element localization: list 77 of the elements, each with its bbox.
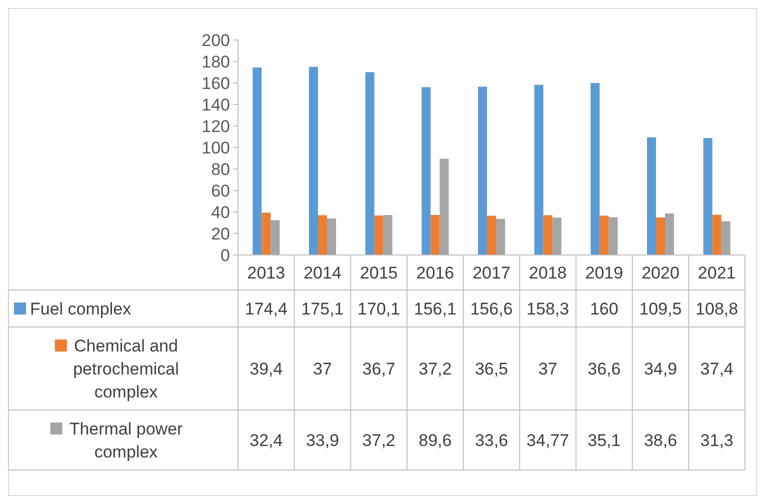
y-tick-label: 20 bbox=[211, 224, 230, 244]
bar bbox=[590, 83, 600, 255]
y-tick-label: 80 bbox=[211, 160, 230, 179]
data-label: 31,3 bbox=[700, 430, 734, 450]
data-label: 89,6 bbox=[418, 430, 452, 450]
data-label: 35,1 bbox=[588, 430, 621, 450]
data-label: 37 bbox=[313, 359, 332, 378]
y-tick-label: 200 bbox=[202, 30, 230, 50]
data-label: 39,4 bbox=[250, 359, 283, 378]
data-label: 33,9 bbox=[306, 430, 340, 450]
data-label: 37,2 bbox=[418, 359, 452, 378]
bar bbox=[552, 218, 562, 255]
bar bbox=[703, 138, 712, 255]
y-tick-label: 100 bbox=[202, 138, 230, 158]
data-label: 34,9 bbox=[644, 359, 678, 378]
bar bbox=[252, 68, 262, 255]
bar bbox=[365, 72, 374, 255]
bar bbox=[318, 215, 328, 255]
bar bbox=[712, 214, 722, 255]
y-tick-label: 160 bbox=[202, 74, 230, 93]
bar bbox=[374, 216, 384, 255]
y-tick-label: 140 bbox=[202, 95, 230, 114]
bar bbox=[422, 87, 431, 255]
data-label: 175,1 bbox=[301, 299, 344, 318]
data-label: 37,2 bbox=[362, 430, 396, 450]
x-tick-label: 2019 bbox=[585, 263, 624, 282]
data-label: 34,77 bbox=[526, 430, 570, 450]
bar bbox=[534, 84, 544, 255]
bar bbox=[721, 221, 730, 255]
bar bbox=[327, 218, 336, 255]
y-tick-label: 180 bbox=[202, 52, 230, 72]
x-tick-label: 2018 bbox=[528, 263, 567, 282]
legend-label: Fuel complex bbox=[30, 299, 132, 318]
bar bbox=[665, 214, 674, 255]
legend-label: Thermal power complex bbox=[69, 419, 184, 462]
data-label: 160 bbox=[590, 299, 618, 318]
bar bbox=[646, 137, 656, 255]
y-tick-label: 120 bbox=[202, 116, 230, 136]
bar bbox=[496, 218, 506, 255]
data-label: 37,4 bbox=[700, 359, 734, 378]
x-tick-label: 2016 bbox=[416, 263, 454, 282]
bar bbox=[486, 216, 496, 255]
data-label: 38,6 bbox=[644, 430, 678, 450]
data-label: 32,4 bbox=[250, 430, 283, 450]
bar bbox=[262, 212, 271, 255]
x-tick-label: 2017 bbox=[472, 263, 510, 282]
bar bbox=[440, 158, 449, 255]
data-label: 36,5 bbox=[474, 359, 508, 378]
data-label: 174,4 bbox=[244, 299, 288, 318]
bar bbox=[478, 86, 487, 255]
bar bbox=[608, 217, 618, 255]
data-label: 108,8 bbox=[696, 299, 738, 318]
data-label: 37 bbox=[538, 359, 558, 378]
data-label: 33,6 bbox=[474, 430, 508, 450]
bar bbox=[308, 66, 318, 255]
y-tick-label: 40 bbox=[211, 202, 230, 222]
data-label: 158,3 bbox=[526, 299, 570, 318]
data-label: 36,6 bbox=[588, 359, 621, 378]
y-tick-label: 0 bbox=[220, 246, 230, 265]
legend-label: Chemical and petrochemical complex bbox=[73, 336, 179, 402]
x-tick-label: 2014 bbox=[304, 263, 342, 282]
data-label: 109,5 bbox=[639, 299, 682, 318]
bar bbox=[270, 220, 280, 255]
x-tick-label: 2021 bbox=[698, 263, 736, 282]
bar bbox=[600, 216, 609, 255]
x-tick-label: 2013 bbox=[247, 263, 286, 282]
data-label: 170,1 bbox=[358, 299, 400, 318]
bar bbox=[383, 215, 392, 255]
x-tick-label: 2020 bbox=[642, 263, 680, 282]
x-tick-label: 2015 bbox=[360, 263, 398, 282]
bar bbox=[656, 217, 666, 255]
data-label: 156,1 bbox=[414, 299, 456, 318]
data-label: 36,7 bbox=[362, 359, 396, 378]
y-tick-label: 60 bbox=[211, 181, 230, 200]
data-label: 156,6 bbox=[470, 299, 513, 318]
bar bbox=[543, 215, 552, 255]
bar bbox=[430, 215, 440, 255]
